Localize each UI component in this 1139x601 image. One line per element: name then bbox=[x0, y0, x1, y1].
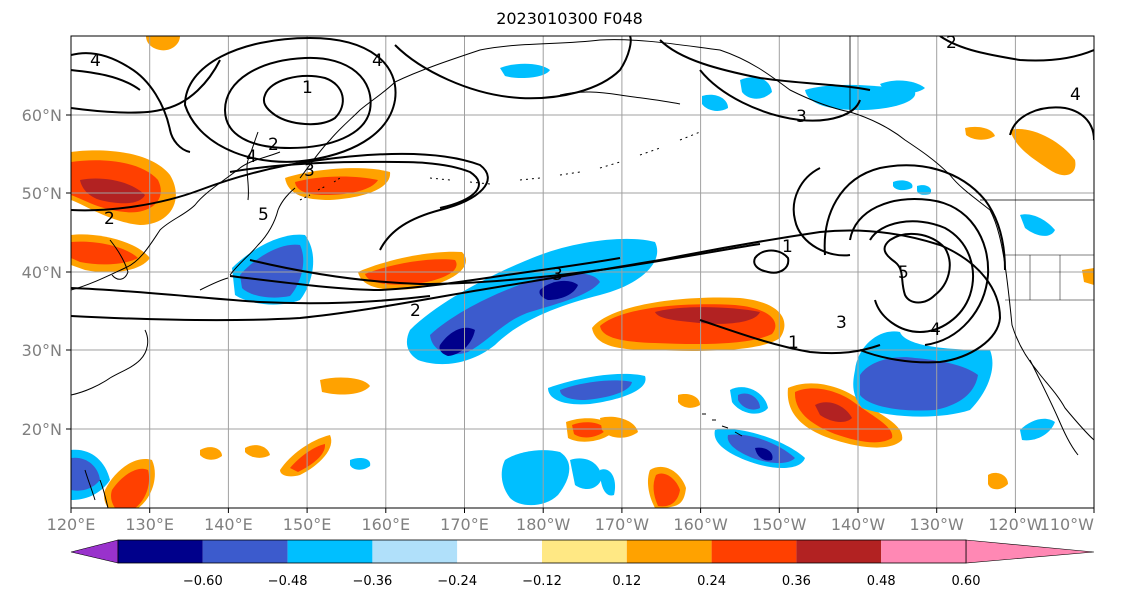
colorbar-tick: 0.48 bbox=[867, 574, 896, 589]
colorbar-segment bbox=[202, 540, 288, 563]
contour-label: 4 bbox=[246, 147, 257, 167]
contour-label: 1 bbox=[782, 237, 793, 257]
colorbar-segment bbox=[626, 540, 712, 563]
colorbar-segment bbox=[372, 540, 458, 563]
contour-label: 4 bbox=[1070, 85, 1081, 105]
colorbar-tick: 0.60 bbox=[952, 574, 981, 589]
contour-label: 5 bbox=[258, 205, 269, 225]
lon-label: 120°E bbox=[47, 515, 96, 534]
colorbar-tick: −0.24 bbox=[437, 574, 477, 589]
colorbar-tick: −0.12 bbox=[522, 574, 562, 589]
height-contours bbox=[71, 36, 1094, 364]
tick-marks bbox=[66, 114, 1095, 513]
contour-label: 1 bbox=[788, 333, 799, 353]
lat-label: 60°N bbox=[22, 106, 62, 125]
contour-label: 4 bbox=[930, 320, 941, 340]
lat-label: 30°N bbox=[22, 341, 62, 360]
colorbar-segment bbox=[118, 540, 203, 563]
lon-label: 130°W bbox=[910, 515, 965, 534]
contour-label: 3 bbox=[552, 265, 563, 285]
contour-label: 3 bbox=[304, 161, 315, 181]
colorbar-segment bbox=[542, 540, 627, 563]
contour-label: 1 bbox=[302, 78, 313, 98]
colorbar-tick: −0.36 bbox=[352, 574, 392, 589]
colorbar-tick: 0.12 bbox=[612, 574, 641, 589]
contour-label: 2 bbox=[268, 135, 279, 155]
colorbar-tick: 0.36 bbox=[782, 574, 811, 589]
lon-label: 180°W bbox=[516, 515, 571, 534]
contour-label: 4 bbox=[372, 51, 383, 71]
contour-label: 2 bbox=[410, 301, 421, 321]
latitude-labels: 60°N 50°N 40°N 30°N 20°N bbox=[22, 106, 62, 439]
contour-label: 2 bbox=[946, 33, 957, 53]
colorbar-extend-min bbox=[70, 539, 119, 564]
colorbar-segment bbox=[796, 540, 882, 563]
longitude-labels: 120°E 130°E 140°E 150°E 160°E 170°E 180°… bbox=[47, 515, 1095, 534]
contour-label: 4 bbox=[90, 51, 101, 71]
lon-label: 160°W bbox=[673, 515, 728, 534]
lon-label: 170°W bbox=[595, 515, 650, 534]
lat-label: 50°N bbox=[22, 184, 62, 203]
lon-label: 170°E bbox=[440, 515, 489, 534]
colorbar-tick: 0.24 bbox=[697, 574, 726, 589]
contour-label: 2 bbox=[104, 209, 115, 229]
lon-label: 140°W bbox=[831, 515, 886, 534]
colorbar-tick: −0.48 bbox=[268, 574, 308, 589]
lon-label: 130°E bbox=[125, 515, 174, 534]
anomaly-shading bbox=[71, 36, 1094, 508]
colorbar-tick-labels: −0.60 −0.48 −0.36 −0.24 −0.12 0.12 0.24 … bbox=[183, 574, 981, 589]
map-title: 2023010300 F048 bbox=[496, 9, 643, 28]
lon-label: 140°E bbox=[204, 515, 253, 534]
colorbar-segment bbox=[457, 540, 542, 563]
lat-label: 40°N bbox=[22, 263, 62, 282]
contour-label: 3 bbox=[796, 107, 807, 127]
colorbar-segment bbox=[287, 540, 373, 563]
colorbar-outline bbox=[117, 539, 967, 564]
lon-label: 150°W bbox=[752, 515, 807, 534]
contour-label: 5 bbox=[898, 263, 909, 283]
contour-label: 3 bbox=[836, 313, 847, 333]
colorbar-extend-max bbox=[965, 539, 1095, 564]
coastlines bbox=[71, 36, 1094, 508]
lon-label: 110°W bbox=[1040, 515, 1095, 534]
lon-label: 120°W bbox=[988, 515, 1043, 534]
colorbar-segment bbox=[881, 540, 966, 563]
colorbar-segment bbox=[711, 540, 797, 563]
lon-label: 160°E bbox=[361, 515, 410, 534]
lat-label: 20°N bbox=[22, 420, 62, 439]
lon-label: 150°E bbox=[283, 515, 332, 534]
colorbar-tick: −0.60 bbox=[183, 574, 223, 589]
contour-label-group: 4 4 1 2 3 4 2 5 3 2 1 1 3 5 4 2 3 4 bbox=[90, 33, 1081, 353]
colorbar: −0.60 −0.48 −0.36 −0.24 −0.12 0.12 0.24 … bbox=[70, 539, 1095, 589]
